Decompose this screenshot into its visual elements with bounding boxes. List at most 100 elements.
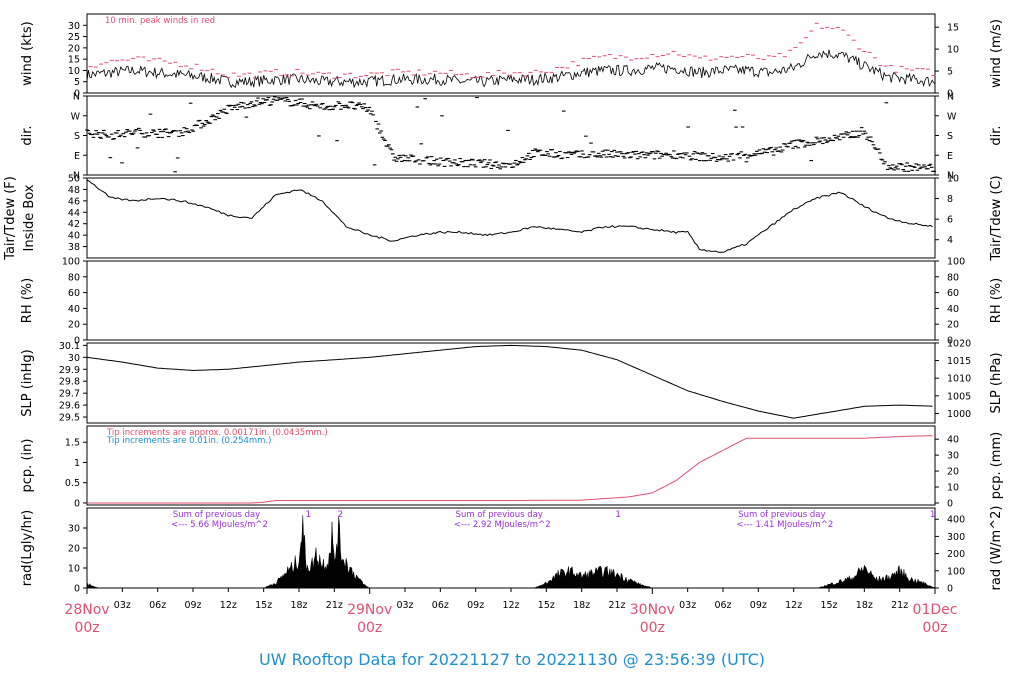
time-minor-label: 18z [856,600,873,611]
time-minor-label: 18z [290,600,307,611]
slp-left-tick-label: 29.8 [59,377,80,388]
time-minor-label: 12z [785,600,802,611]
rad-daily-sum-label: Sum of previous day [173,510,260,520]
pcp-note-red: Tip increments are approx. 0.00171in. (0… [106,428,328,438]
wind-left-tick-label: 25 [68,32,80,43]
temp-left-label-2: Inside Box [22,184,37,251]
pcp-frame [86,425,936,506]
time-minor-label: 15z [255,600,272,611]
rad-left-tick-label: 30 [68,524,80,535]
rad-daily-sum-value: <--- 5.66 MJoules/m^2 [171,520,268,530]
pcp-right-tick-label: 10 [947,483,959,494]
wind-left-label: wind (kts) [20,21,35,85]
pcp-right-label: pcp. (mm) [989,432,1004,499]
slp-frame [86,342,936,424]
temp-left-tick-label: 40 [68,231,80,242]
time-day-label: 28Nov [64,602,109,618]
temp-right-tick-label: 8 [947,194,953,205]
time-minor-label: 15z [820,600,837,611]
dir-frame [86,95,936,176]
slp-right-tick-label: 1005 [947,391,971,402]
dir-left-tick-label: E [74,151,80,162]
time-day-hour-label: 00z [922,620,947,636]
temp-right-tick-label: 10 [947,174,959,185]
wind-mean-line [86,49,936,89]
rad-left-label: rad(Lgly/hr) [20,510,35,586]
wind-right-tick-label: 10 [947,45,959,56]
slp-right-tick-label: 1015 [947,356,971,367]
time-minor-label: 18z [573,600,590,611]
time-minor-label: 09z [184,600,201,611]
wind-left-tick-label: 10 [68,66,80,77]
slp-right-label: SLP (hPa) [989,352,1004,413]
temp-frame [86,177,936,259]
rh-right-tick-label: 40 [947,304,959,315]
pcp-left-tick-label: 0 [74,498,80,509]
temp-left-tick-label: 44 [68,208,80,219]
time-day-hour-label: 00z [640,620,665,636]
rh-left-label: RH (%) [20,278,35,323]
pcp-right-tick-label: 20 [947,467,959,478]
temp-left-tick-label: 46 [68,196,80,207]
wind-right-label: wind (m/s) [989,19,1004,88]
rad-right-label: rad (W/m^2) [989,506,1004,591]
dir-left-tick-label: N [73,171,80,182]
dir-right-tick-label: N [947,92,954,103]
time-minor-label: 21z [326,600,343,611]
time-minor-label: 21z [608,600,625,611]
pcp-line [87,435,933,504]
temp-right-tick-label: 4 [947,235,953,246]
wind-left-tick-label: 20 [68,43,80,54]
time-minor-label: 09z [750,600,767,611]
wind-right-tick-label: 15 [947,23,959,34]
slp-left-tick-label: 30.1 [59,341,80,352]
time-minor-label: 06z [149,600,166,611]
rad-right-tick-label: 300 [947,532,965,543]
pcp-left-label: pcp. (in) [20,439,35,493]
rad-marker: 2 [337,510,343,520]
wind-annotation: 10 min. peak winds in red [105,16,215,26]
slp-right-tick-label: 1020 [947,338,971,349]
rad-left-tick-label: 20 [68,544,80,555]
pcp-right-tick-label: 0 [947,498,953,509]
rh-right-tick-label: 100 [947,257,965,268]
wind-frame [86,13,936,94]
time-minor-label: 03z [396,600,413,611]
rh-right-tick-label: 80 [947,272,959,283]
rh-frame [86,260,936,341]
rh-left-tick-label: 0 [74,336,80,347]
dir-left-label: dir. [20,125,35,145]
rh-right-tick-label: 60 [947,288,959,299]
time-minor-label: 06z [714,600,731,611]
slp-right-tick-label: 1000 [947,409,971,420]
rad-marker: 1 [615,510,621,520]
slp-left-label: SLP (inHg) [20,349,35,417]
rad-right-tick-label: 200 [947,549,965,560]
dir-left-tick-label: S [74,131,80,142]
wind-right-tick-label: 5 [947,67,953,78]
time-axis: 03z 06z 09z 12z 15z 18z 21z 03z 06z 09z 12z 15z 18z 2… [64,588,957,636]
rh-right-tick-label: 0 [947,336,953,347]
dir-right-label: dir. [989,125,1004,145]
dir-right-tick-label: E [947,151,953,162]
slp-left-tick-label: 29.5 [59,413,80,424]
pcp-note-blue: Tip increments are 0.01in. (0.254mm.) [106,436,271,446]
time-minor-label: 21z [891,600,908,611]
rad-left-tick-label: 10 [68,564,80,575]
panel-pcp: 0 0.5 1 1.5 0 10 20 30 40 pcp. (in) pcp. (mm) Tip i… [20,425,1004,509]
pcp-right-tick-label: 40 [947,435,959,446]
rad-marker: 1 [306,510,312,520]
time-minor-label: 12z [220,600,237,611]
temp-left-tick-label: 48 [68,185,80,196]
slp-left-tick-label: 29.9 [59,365,80,376]
rad-daily-sum-value: <--- 1.41 MJoules/m^2 [736,520,833,530]
rad-right-tick-label: 400 [947,515,965,526]
footer-title: UW Rooftop Data for 20221127 to 20221130… [259,650,765,669]
panel-rh: 0 20 40 60 80 100 0 20 40 60 80 100 RH (%) RH (%) [20,257,1004,347]
rad-left-tick-label: 0 [74,584,80,595]
pcp-left-tick-label: 1 [74,458,80,469]
